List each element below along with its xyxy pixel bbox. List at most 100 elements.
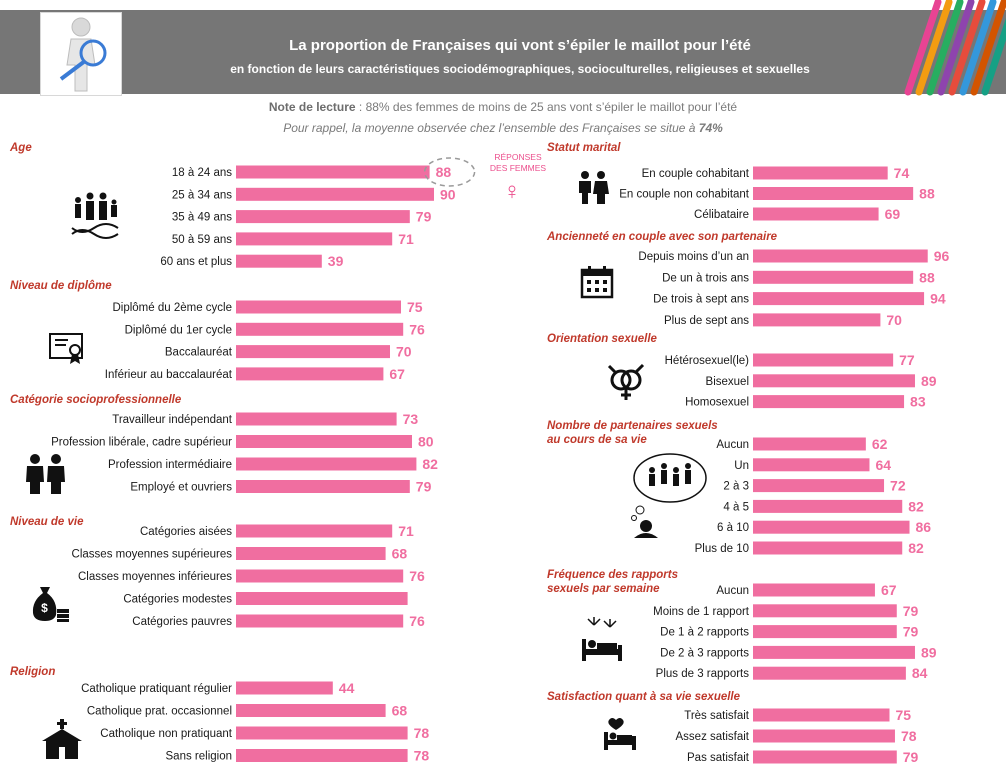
category-label: Homosexuel — [685, 397, 749, 409]
bar — [753, 520, 910, 534]
value-label: 64 — [875, 457, 891, 473]
bar — [753, 541, 903, 555]
bar — [236, 726, 408, 740]
value-label: 39 — [328, 253, 344, 269]
category-label: De trois à sept ans — [653, 294, 749, 306]
category-label: 6 à 10 — [717, 522, 749, 534]
category-label: 18 à 24 ans — [172, 167, 232, 179]
decorative-stripe — [948, 0, 986, 96]
category-label: Diplômé du 2ème cycle — [112, 302, 232, 314]
value-label: 94 — [930, 291, 946, 307]
bar — [753, 437, 866, 451]
category-label: En couple non cohabitant — [619, 189, 750, 201]
decorative-stripe — [915, 0, 953, 96]
section-title: Orientation sexuelle — [547, 333, 658, 345]
category-label: Catholique prat. occasionnel — [87, 706, 232, 718]
bar — [236, 412, 397, 426]
page-subtitle: en fonction de leurs caractéristiques so… — [230, 62, 810, 76]
value-label: 76 — [409, 613, 425, 629]
category-label: Très satisfait — [684, 710, 750, 722]
bar — [236, 345, 390, 359]
value-label: 68 — [392, 703, 408, 719]
decorative-stripe — [937, 0, 975, 96]
bar — [236, 300, 401, 314]
bar — [236, 210, 410, 224]
value-label: 77 — [899, 352, 915, 368]
value-label: 88 — [919, 186, 935, 202]
value-label: 68 — [392, 546, 408, 562]
value-label: 62 — [872, 436, 888, 452]
bar — [753, 292, 925, 306]
value-label: 82 — [908, 540, 924, 556]
value-label: 84 — [912, 665, 928, 681]
highlight-ellipse — [423, 157, 476, 187]
value-label: 67 — [389, 366, 405, 382]
value-label: 70 — [396, 344, 412, 360]
category-label: Catégories modestes — [123, 594, 232, 606]
bar — [236, 367, 384, 381]
value-label: 83 — [910, 394, 926, 410]
value-label: 71 — [398, 523, 414, 539]
bar — [236, 435, 412, 448]
workers-icon — [24, 452, 68, 499]
category-label: Célibataire — [694, 209, 749, 221]
category-label: 35 à 49 ans — [172, 212, 232, 224]
bar — [753, 479, 885, 493]
average-reminder: Pour rappel, la moyenne observée chez l’… — [0, 121, 1006, 135]
category-label: Employé et ouvriers — [130, 482, 232, 494]
category-label: Catégories pauvres — [132, 616, 232, 628]
legend-line-1: RÉPONSES — [494, 152, 542, 162]
value-label: 88 — [436, 164, 452, 180]
bar — [236, 614, 404, 628]
bar — [753, 187, 914, 200]
section-title: Niveau de vie — [10, 516, 84, 528]
bar — [236, 187, 434, 201]
value-label: 69 — [885, 206, 901, 222]
category-label: 2 à 3 — [723, 481, 749, 493]
bar — [753, 313, 881, 327]
value-label: 72 — [890, 478, 906, 494]
bar — [753, 458, 870, 472]
value-label: 90 — [440, 186, 456, 202]
bar — [236, 569, 404, 583]
value-label: 86 — [916, 519, 932, 535]
bar — [236, 704, 386, 717]
bar — [753, 395, 905, 409]
decorative-stripe — [904, 0, 942, 96]
value-label: 89 — [921, 373, 937, 389]
section-title: Catégorie socioprofessionnelle — [10, 394, 182, 406]
value-label: 75 — [407, 299, 423, 315]
value-label: 71 — [398, 231, 414, 247]
category-label: De 2 à 3 rapports — [660, 647, 749, 659]
value-label: 74 — [894, 165, 910, 181]
category-label: Depuis moins d’un an — [638, 251, 749, 263]
value-label: 67 — [881, 582, 897, 598]
decorative-stripe — [981, 17, 1006, 96]
category-label: 25 à 34 ans — [172, 189, 232, 201]
diploma-icon — [48, 332, 88, 371]
page-title: La proportion de Françaises qui vont s’é… — [289, 37, 751, 54]
decorative-stripes — [904, 0, 1006, 96]
section-title: Statut marital — [547, 142, 621, 154]
category-label: Diplômé du 1er cycle — [125, 324, 232, 336]
average-reminder-text: Pour rappel, la moyenne observée chez l’… — [283, 121, 699, 135]
value-label: 79 — [416, 479, 432, 495]
category-label: Plus de sept ans — [664, 315, 749, 327]
bar — [236, 592, 408, 605]
bar — [753, 353, 894, 367]
decorative-stripe — [970, 0, 1006, 96]
category-label: Inférieur au baccalauréat — [105, 369, 233, 381]
bar — [753, 374, 915, 388]
value-label: 78 — [414, 725, 430, 741]
average-value: 74% — [698, 121, 723, 135]
decorative-stripe — [926, 0, 964, 96]
category-label: Travailleur indépendant — [112, 414, 233, 426]
value-label: 82 — [422, 456, 438, 472]
bed-fireworks-icon — [580, 615, 624, 668]
bar — [753, 270, 914, 284]
female-symbol-icon: ♀ — [503, 178, 521, 205]
legend-line-2: DES FEMMES — [489, 163, 547, 173]
section-title: Niveau de diplôme — [10, 280, 112, 292]
value-label: 79 — [903, 749, 919, 765]
